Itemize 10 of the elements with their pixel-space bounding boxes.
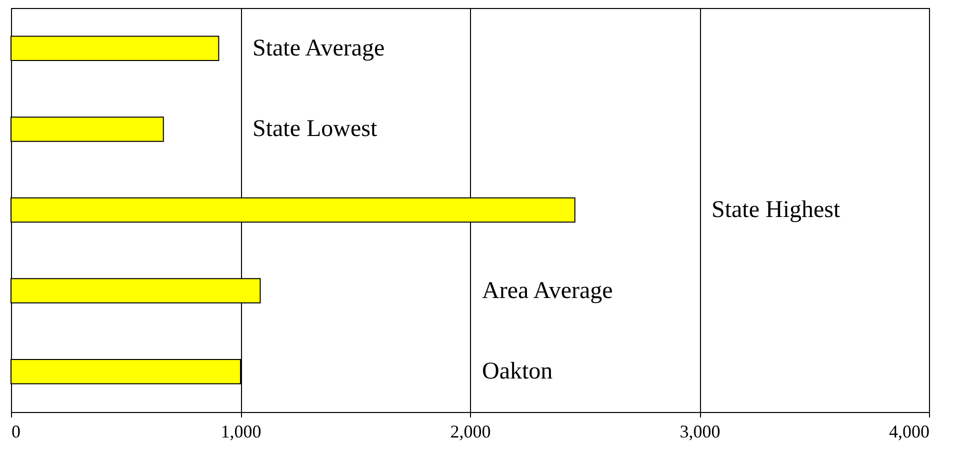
y-tick-label: State Lowest <box>252 116 378 142</box>
x-tick-label: 3,000 <box>680 422 720 442</box>
y-tick-label: Area Average <box>482 278 613 304</box>
y-tick-label: Oakton <box>482 358 553 385</box>
x-tick-label: 0 <box>12 422 20 442</box>
x-tick-label: 2,000 <box>450 422 491 442</box>
x-tick-label: 4,000 <box>889 422 930 442</box>
y-tick-label: State Highest <box>712 197 840 223</box>
x-tick-label: 1,000 <box>220 422 262 442</box>
y-tick-label: State Average <box>252 35 385 62</box>
